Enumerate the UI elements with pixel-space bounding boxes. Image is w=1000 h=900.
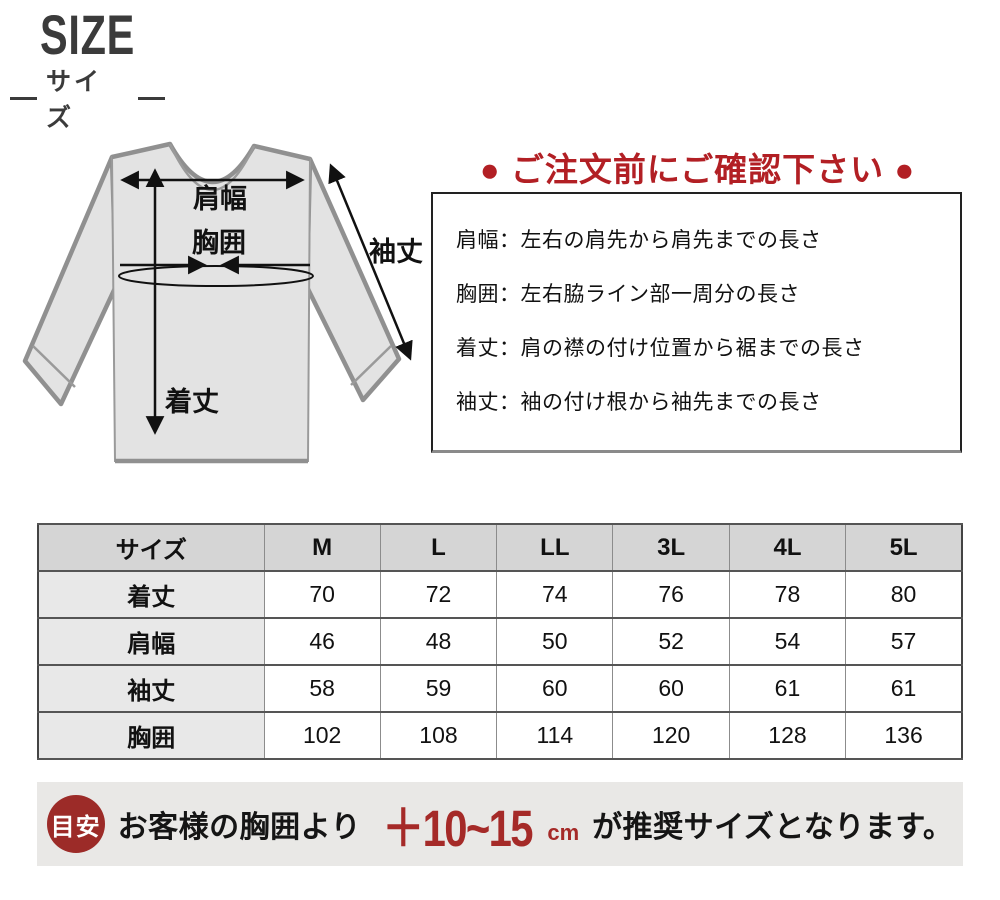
table-cell: 80 xyxy=(845,570,963,619)
header-cell-3l: 3L xyxy=(612,523,730,572)
table-cell: 108 xyxy=(379,711,498,760)
sleeve-length-arrow xyxy=(328,163,413,361)
page-subtitle: サイズ xyxy=(10,62,165,134)
header-cell-4l: 4L xyxy=(728,523,847,572)
page-title: SIZE xyxy=(39,3,136,66)
note-text-post: が推奨サイズとなります。 xyxy=(592,811,954,844)
table-cell: 52 xyxy=(612,617,730,666)
label-body-length: 着丈 xyxy=(164,386,219,417)
table-cell: 58 xyxy=(263,664,381,713)
definition-body-length: 着丈：肩の襟の付け位置から裾までの長さ xyxy=(456,337,865,360)
table-cell: 128 xyxy=(728,711,847,760)
table-cell: 136 xyxy=(845,711,963,760)
table-cell: 76 xyxy=(612,570,730,619)
note-highlight-value: ＋10~15 xyxy=(382,800,533,857)
header-cell-m: M xyxy=(263,523,381,572)
table-cell: 120 xyxy=(612,711,730,760)
header-cell-ll: LL xyxy=(496,523,614,572)
shirt-measurement-diagram: 肩幅 胸囲 着丈 袖丈 xyxy=(22,141,423,464)
table-cell: 60 xyxy=(612,664,730,713)
table-cell: 48 xyxy=(379,617,498,666)
guide-badge: 目安 xyxy=(46,795,105,853)
table-cell: 50 xyxy=(496,617,614,666)
table-cell: 70 xyxy=(263,570,381,619)
note-text-pre: お客様の胸囲より xyxy=(117,811,362,844)
header-cell-size: サイズ xyxy=(37,523,265,572)
subtitle-dash-left xyxy=(10,96,37,100)
table-header-row: サイズ M L LL 3L 4L 5L xyxy=(37,523,963,572)
table-cell: 59 xyxy=(379,664,498,713)
table-cell: 61 xyxy=(845,664,963,713)
definition-chest: 胸囲：左右脇ライン部一周分の長さ xyxy=(456,283,800,306)
label-chest: 胸囲 xyxy=(192,228,246,258)
collar-inner-line xyxy=(168,143,256,192)
table-cell: 61 xyxy=(728,664,847,713)
table-row: 肩幅 46 48 50 52 54 57 xyxy=(37,617,963,666)
table-cell: 72 xyxy=(379,570,498,619)
row-label: 肩幅 xyxy=(37,617,265,666)
table-cell: 46 xyxy=(263,617,381,666)
note-unit: cm xyxy=(547,820,580,845)
size-table: サイズ M L LL 3L 4L 5L 着丈 70 72 74 76 78 80… xyxy=(37,523,963,760)
confirm-title: ● ご注文前にご確認下さい ● xyxy=(479,151,916,188)
table-cell: 102 xyxy=(263,711,381,760)
table-cell: 78 xyxy=(728,570,847,619)
row-label: 胸囲 xyxy=(37,711,265,760)
definition-sleeve-length: 袖丈：袖の付け根から袖先までの長さ xyxy=(456,391,822,414)
shirt-right-sleeve xyxy=(304,156,402,403)
row-label: 袖丈 xyxy=(37,664,265,713)
subtitle-dash-right xyxy=(138,96,165,100)
recommendation-note-bar: 目安 お客様の胸囲より ＋10~15 cm が推奨サイズとなります。 xyxy=(37,782,963,866)
table-cell: 60 xyxy=(496,664,614,713)
table-row: 胸囲 102 108 114 120 128 136 xyxy=(37,711,963,760)
chest-girth-ellipse xyxy=(118,265,314,287)
left-cuff-line xyxy=(32,345,76,388)
table-cell: 57 xyxy=(845,617,963,666)
row-label: 着丈 xyxy=(37,570,265,619)
header-cell-5l: 5L xyxy=(845,523,963,572)
table-cell: 114 xyxy=(496,711,614,760)
table-cell: 54 xyxy=(728,617,847,666)
table-row: 着丈 70 72 74 76 78 80 xyxy=(37,570,963,619)
label-shoulder-width: 肩幅 xyxy=(193,183,247,214)
subtitle-text: サイズ xyxy=(46,68,103,132)
table-row: 袖丈 58 59 60 60 61 61 xyxy=(37,664,963,713)
label-sleeve-length: 袖丈 xyxy=(369,237,423,267)
table-cell: 74 xyxy=(496,570,614,619)
measurement-definitions-box: 肩幅：左右の肩先から肩先までの長さ 胸囲：左右脇ライン部一周分の長さ 着丈：肩の… xyxy=(431,192,962,453)
header-cell-l: L xyxy=(379,523,498,572)
definition-shoulder-width: 肩幅：左右の肩先から肩先までの長さ xyxy=(456,229,822,252)
shirt-left-sleeve xyxy=(22,154,119,407)
